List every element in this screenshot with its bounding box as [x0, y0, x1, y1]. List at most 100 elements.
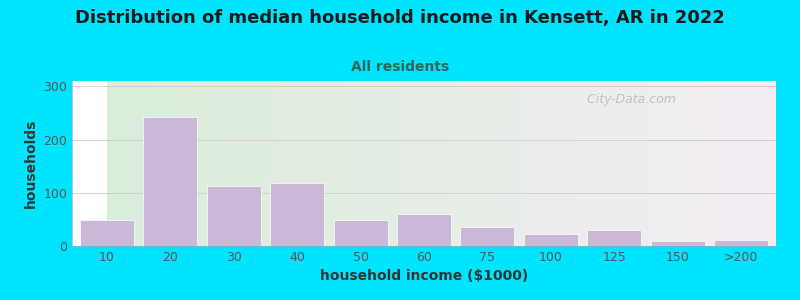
Bar — [565, 81, 567, 246]
Bar — [660, 81, 662, 246]
Bar — [556, 81, 558, 246]
Bar — [279, 81, 282, 246]
Bar — [444, 81, 446, 246]
Bar — [328, 81, 330, 246]
Bar — [200, 81, 202, 246]
Bar — [179, 81, 182, 246]
Bar — [386, 81, 388, 246]
Bar — [230, 81, 233, 246]
Bar — [214, 81, 216, 246]
Bar — [311, 81, 314, 246]
Bar — [134, 81, 137, 246]
Bar — [146, 81, 149, 246]
Bar — [498, 81, 500, 246]
Bar — [360, 81, 362, 246]
Bar — [472, 81, 474, 246]
Bar — [521, 81, 523, 246]
Bar — [734, 81, 737, 246]
Bar — [772, 81, 774, 246]
Text: City-Data.com: City-Data.com — [579, 92, 676, 106]
Bar — [509, 81, 511, 246]
Bar — [633, 81, 634, 246]
Bar — [607, 81, 609, 246]
Bar — [139, 81, 142, 246]
Bar — [458, 81, 460, 246]
Bar — [611, 81, 614, 246]
Bar — [621, 81, 623, 246]
Bar — [490, 81, 493, 246]
Bar — [126, 81, 128, 246]
Bar — [326, 81, 328, 246]
Bar — [260, 81, 262, 246]
Bar — [344, 81, 346, 246]
Bar — [167, 81, 170, 246]
Bar — [107, 81, 110, 246]
Bar — [354, 81, 356, 246]
Bar — [365, 81, 367, 246]
Bar — [334, 220, 387, 246]
Bar — [251, 81, 254, 246]
Bar — [616, 81, 618, 246]
Bar — [793, 81, 795, 246]
Bar — [484, 81, 486, 246]
Bar — [784, 81, 786, 246]
Bar — [756, 81, 758, 246]
Bar — [634, 81, 637, 246]
Bar — [318, 81, 321, 246]
Bar — [374, 81, 377, 246]
Bar — [418, 81, 421, 246]
Bar — [572, 81, 574, 246]
Bar — [421, 81, 423, 246]
Bar — [700, 81, 702, 246]
Bar — [80, 220, 134, 246]
Bar — [751, 81, 754, 246]
Bar — [770, 81, 772, 246]
Bar — [172, 81, 174, 246]
Bar — [584, 81, 586, 246]
Bar — [470, 81, 472, 246]
Bar — [595, 81, 598, 246]
Bar — [782, 81, 784, 246]
Bar — [560, 81, 562, 246]
Bar — [602, 81, 605, 246]
Bar — [265, 81, 267, 246]
Bar — [211, 81, 214, 246]
Bar — [537, 81, 539, 246]
Bar — [728, 81, 730, 246]
Bar — [502, 81, 505, 246]
Bar — [667, 81, 670, 246]
Bar — [367, 81, 370, 246]
Bar — [111, 81, 114, 246]
Bar — [462, 81, 465, 246]
Bar — [154, 81, 156, 246]
Bar — [300, 81, 302, 246]
Bar — [786, 81, 788, 246]
Bar — [123, 81, 126, 246]
Bar — [356, 81, 358, 246]
Bar — [586, 81, 588, 246]
Bar — [593, 81, 595, 246]
Bar — [744, 81, 746, 246]
Bar — [642, 81, 644, 246]
Bar — [777, 81, 779, 246]
Bar — [598, 81, 600, 246]
Bar — [451, 81, 454, 246]
Bar — [674, 81, 677, 246]
Bar — [314, 81, 316, 246]
Bar — [256, 81, 258, 246]
Bar — [588, 81, 590, 246]
Bar — [688, 81, 690, 246]
Bar — [295, 81, 298, 246]
Bar — [130, 81, 133, 246]
Bar — [460, 81, 462, 246]
Bar — [384, 81, 386, 246]
Bar — [223, 81, 226, 246]
Bar — [395, 81, 398, 246]
Bar — [310, 81, 311, 246]
Bar — [182, 81, 184, 246]
Bar — [695, 81, 698, 246]
Bar — [270, 81, 272, 246]
Bar — [534, 81, 537, 246]
Bar — [646, 81, 649, 246]
Bar — [402, 81, 405, 246]
